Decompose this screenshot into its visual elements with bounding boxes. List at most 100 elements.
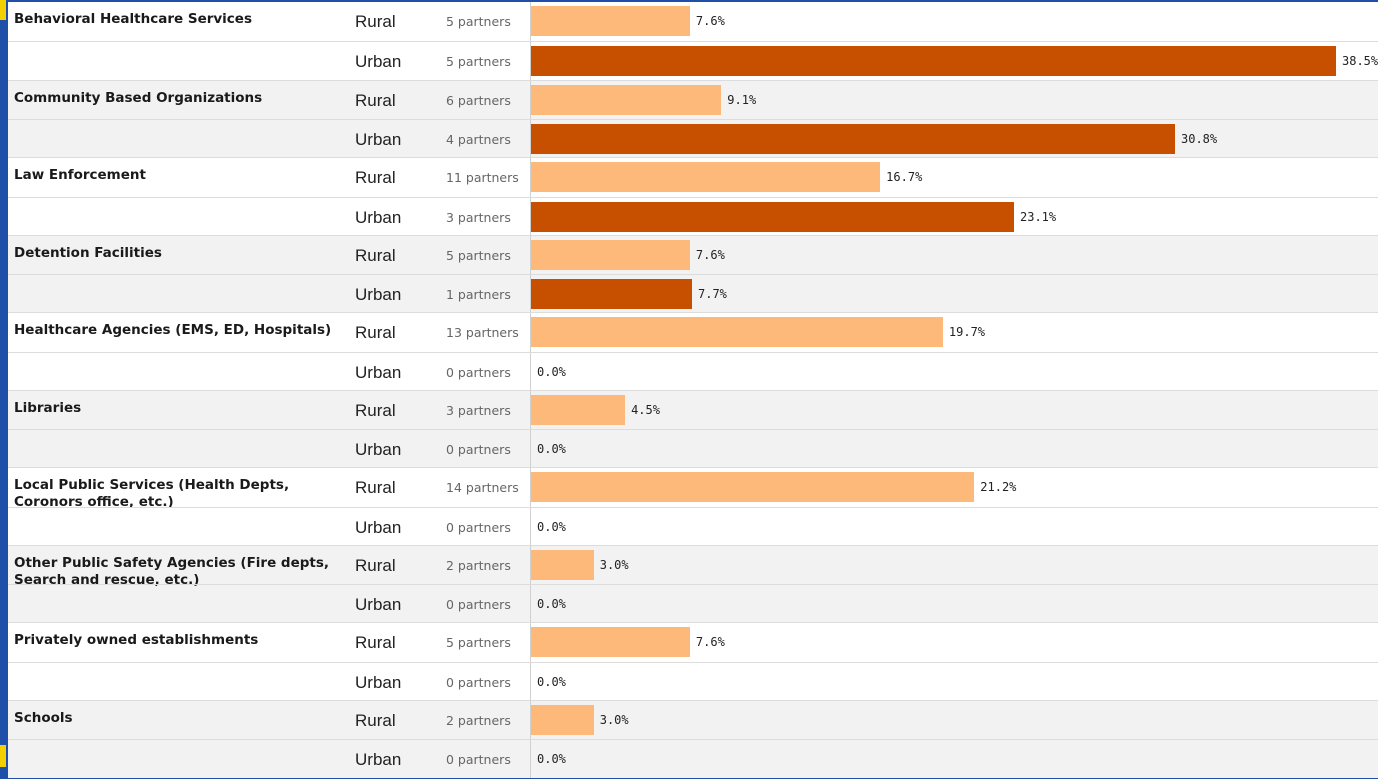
partner-count: 0 partners (446, 442, 511, 458)
location-label: Rural (355, 400, 396, 420)
bar-value-label: 0.0% (537, 442, 566, 457)
category-group: Community Based Organizations Rural 6 part… (8, 79, 1378, 159)
location-label: Rural (355, 710, 396, 730)
bar-value-label: 0.0% (537, 674, 566, 689)
bar-value-label: 30.8% (1181, 132, 1218, 147)
location-label: Urban (355, 595, 402, 615)
category-label: Schools (14, 709, 73, 726)
bar-rural (531, 239, 690, 270)
category-group: Law Enforcement Rural 11 partners 16.7% Urba… (8, 157, 1378, 236)
partner-count: 5 partners (446, 635, 511, 650)
category-group: Libraries Rural 3 partners 4.5% Urban 0 partn… (8, 389, 1378, 468)
category-label: Local Public Services (Health Depts, Cor… (14, 477, 290, 510)
location-label: Rural (355, 90, 396, 110)
bar-value-label: 0.0% (537, 364, 566, 379)
bar-value-label: 38.5% (1342, 53, 1378, 68)
category-group: Healthcare Agencies (EMS, ED, Hospitals)… (8, 312, 1378, 391)
bar-row-rural: Rural 5 partners 7.6% (8, 623, 1378, 662)
partner-count: 5 partners (446, 53, 511, 69)
bar-value-label: 4.5% (631, 402, 660, 417)
category-label: Other Public Safety Agencies (Fire depts… (14, 554, 330, 588)
bar-row-rural: Rural 5 partners 7.6% (8, 236, 1378, 275)
bar-rural (531, 704, 594, 735)
bar-value-label: 3.0% (599, 557, 629, 572)
location-label: Urban (355, 362, 402, 382)
partner-count: 1 partners (446, 287, 511, 303)
location-label: Urban (355, 130, 402, 150)
partner-count: 0 partners (446, 674, 511, 690)
bar-rural (531, 472, 975, 502)
location-label: Urban (355, 51, 402, 71)
partner-count: 2 partners (446, 557, 511, 573)
bar-row-urban: Urban 1 partners 7.7% (8, 274, 1378, 314)
partner-count: 3 partners (446, 402, 511, 418)
bar-urban (531, 124, 1175, 155)
bar-value-label: 7.7% (698, 287, 727, 302)
bar-row-rural: Rural 3 partners 4.5% (8, 391, 1378, 430)
location-label: Rural (355, 478, 396, 497)
bar-rural (531, 627, 690, 657)
partner-count: 13 partners (446, 325, 519, 340)
bar-row-urban: Urban 4 partners 30.8% (8, 119, 1378, 159)
category-label: Privately owned establishments (14, 632, 259, 648)
location-label: Urban (355, 440, 402, 460)
location-label: Urban (355, 672, 402, 692)
bar-row-rural: Rural 2 partners 3.0% (8, 701, 1378, 740)
location-label: Rural (355, 168, 396, 187)
bar-value-label: 9.1% (727, 92, 757, 107)
bar-value-label: 7.6% (695, 635, 725, 649)
location-label: Urban (355, 517, 402, 537)
bar-row-rural: Rural 11 partners 16.7% (8, 158, 1378, 197)
bar-row-urban: Urban 0 partners 0.0% (8, 506, 1378, 547)
location-label: Urban (355, 207, 402, 227)
bar-rural (531, 394, 626, 425)
bar-value-label: 0.0% (537, 752, 566, 767)
category-group: Schools Rural 2 partners 3.0% Urban 0 partner… (8, 699, 1378, 779)
bar-value-label: 21.2% (980, 480, 1017, 494)
category-label: Detention Facilities (14, 244, 162, 261)
partner-count: 4 partners (446, 132, 511, 148)
location-label: Urban (355, 285, 402, 305)
location-label: Rural (355, 323, 396, 342)
location-label: Rural (355, 633, 396, 652)
bar-value-label: 0.0% (537, 519, 566, 534)
partner-count: 11 partners (446, 170, 519, 185)
bar-rural (531, 6, 690, 36)
bar-rural (531, 549, 594, 580)
bar-value-label: 7.6% (695, 14, 725, 28)
category-label: Healthcare Agencies (EMS, ED, Hospitals) (14, 322, 332, 338)
category-group: Local Public Services (Health Depts, Cor… (8, 467, 1378, 546)
bar-value-label: 23.1% (1020, 209, 1057, 224)
category-label: Behavioral Healthcare Services (14, 11, 253, 27)
partner-count: 5 partners (446, 14, 511, 29)
bar-row-urban: Urban 0 partners 0.0% (8, 351, 1378, 392)
bar-rural (531, 162, 881, 192)
bar-value-label: 19.7% (948, 325, 986, 339)
bar-value-label: 0.0% (537, 597, 566, 612)
bar-value-label: 7.6% (695, 247, 725, 262)
bar-row-rural: Rural 2 partners 3.0% (8, 546, 1378, 585)
bar-rural (531, 317, 943, 347)
location-label: Urban (355, 750, 402, 770)
bar-row-urban: Urban 3 partners 23.1% (8, 196, 1378, 237)
partner-count: 6 partners (446, 92, 511, 108)
location-label: Rural (355, 555, 396, 575)
partner-distribution-chart: Behavioral Healthcare Services Rural 5 par… (8, 2, 1378, 778)
accent-stripe-bottom (0, 745, 6, 767)
bar-value-label: 3.0% (599, 712, 629, 727)
partner-count: 5 partners (446, 247, 511, 263)
partner-count: 0 partners (446, 752, 511, 768)
partner-count: 0 partners (446, 597, 511, 613)
location-label: Rural (355, 12, 396, 31)
bar-row-urban: Urban 0 partners 0.0% (8, 739, 1378, 779)
category-group: Privately owned establishments Rural 5 par… (8, 622, 1378, 701)
bar-row-urban: Urban 5 partners 38.5% (8, 40, 1378, 81)
bar-row-rural: Rural 5 partners 7.6% (8, 2, 1378, 41)
accent-stripe-top (0, 0, 6, 20)
bar-rural (531, 84, 722, 115)
partner-count: 2 partners (446, 712, 511, 728)
bar-row-rural: Rural 13 partners 19.7% (8, 313, 1378, 352)
partner-count: 0 partners (446, 364, 511, 380)
category-label: Community Based Organizations (14, 89, 263, 106)
category-label: Libraries (14, 399, 82, 416)
